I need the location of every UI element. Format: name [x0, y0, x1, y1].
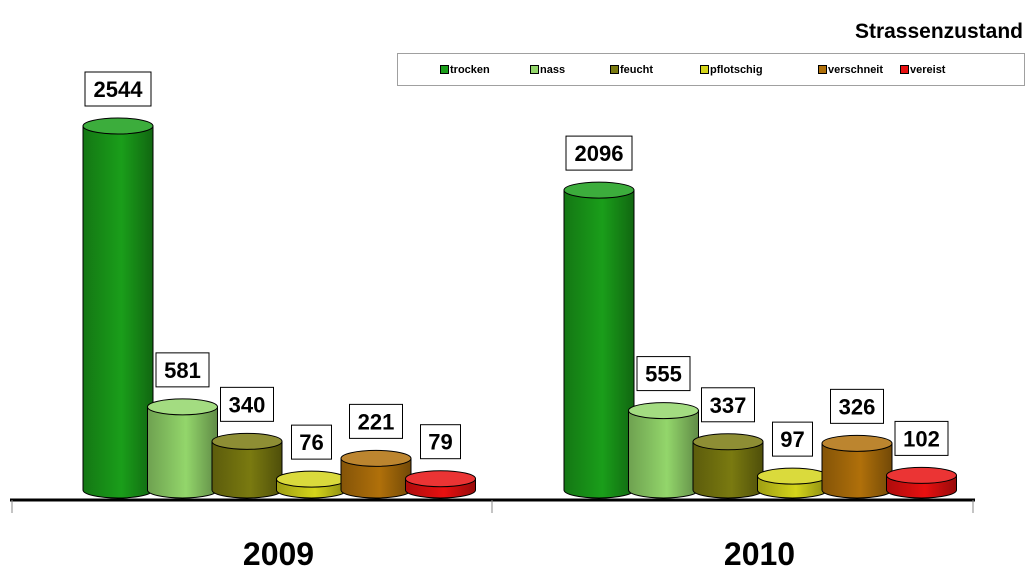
svg-text:555: 555: [645, 362, 682, 387]
legend-label-nass: nass: [540, 63, 566, 76]
data-label-pflotschig-2009: 76: [291, 424, 332, 460]
data-label-feucht-2009: 340: [220, 386, 274, 422]
legend-label-trocken: trocken: [450, 63, 490, 76]
chart-title: Strassenzustand: [854, 20, 1023, 43]
legend-swatch-nass: [530, 65, 539, 74]
bar-nass-2009: [147, 398, 218, 499]
data-label-trocken-2010: 2096: [565, 135, 633, 171]
data-label-vereist-2010: 102: [894, 420, 949, 456]
bar-vereist-2010: [886, 466, 957, 499]
svg-text:337: 337: [710, 393, 747, 418]
svg-text:326: 326: [839, 394, 876, 419]
data-label-verschneit-2010: 326: [830, 388, 884, 424]
legend-swatch-trocken: [440, 65, 449, 74]
data-label-verschneit-2009: 221: [349, 403, 403, 439]
data-label-nass-2010: 555: [636, 356, 691, 392]
legend-swatch-vereist: [900, 65, 909, 74]
svg-text:76: 76: [299, 430, 323, 455]
svg-text:581: 581: [164, 358, 201, 383]
svg-text:79: 79: [428, 430, 452, 455]
legend-label-verschneit: verschneit: [828, 63, 884, 76]
bar-vereist-2009: [405, 470, 476, 499]
legend-label-feucht: feucht: [620, 63, 653, 76]
bar-pflotschig-2010: [757, 467, 828, 499]
legend-item-vereist: vereist: [900, 64, 970, 76]
bar-nass-2010: [628, 402, 699, 499]
legend-item-pflotschig: pflotschig: [700, 64, 818, 76]
bar-trocken-2010: [563, 181, 635, 499]
legend-swatch-pflotschig: [700, 65, 709, 74]
data-label-trocken-2009: 2544: [84, 71, 152, 107]
legend: trocken nass feucht pflotschig verschneit ver…: [397, 53, 1025, 86]
data-label-feucht-2010: 337: [701, 387, 755, 423]
legend-item-verschneit: verschneit: [818, 64, 900, 76]
svg-text:221: 221: [358, 409, 395, 434]
svg-text:102: 102: [903, 426, 940, 451]
data-label-nass-2009: 581: [155, 352, 210, 388]
category-label-2009: 2009: [243, 536, 314, 571]
bar-feucht-2009: [211, 432, 283, 499]
bar-trocken-2009: [82, 117, 154, 499]
bar-pflotschig-2009: [276, 470, 347, 499]
legend-label-pflotschig: pflotschig: [710, 63, 763, 76]
legend-item-trocken: trocken: [440, 64, 530, 76]
data-label-pflotschig-2010: 97: [772, 421, 813, 457]
svg-text:2096: 2096: [575, 141, 624, 166]
category-label-2010: 2010: [724, 536, 795, 571]
svg-text:340: 340: [229, 392, 266, 417]
bar-verschneit-2009: [340, 449, 412, 499]
legend-item-feucht: feucht: [610, 64, 700, 76]
legend-swatch-feucht: [610, 65, 619, 74]
svg-text:97: 97: [780, 427, 804, 452]
legend-swatch-verschneit: [818, 65, 827, 74]
bar-verschneit-2010: [821, 434, 893, 499]
svg-text:2544: 2544: [94, 77, 144, 102]
legend-label-vereist: vereist: [910, 63, 946, 76]
data-label-vereist-2009: 79: [420, 424, 461, 460]
bar-feucht-2010: [692, 433, 764, 499]
legend-item-nass: nass: [530, 64, 610, 76]
